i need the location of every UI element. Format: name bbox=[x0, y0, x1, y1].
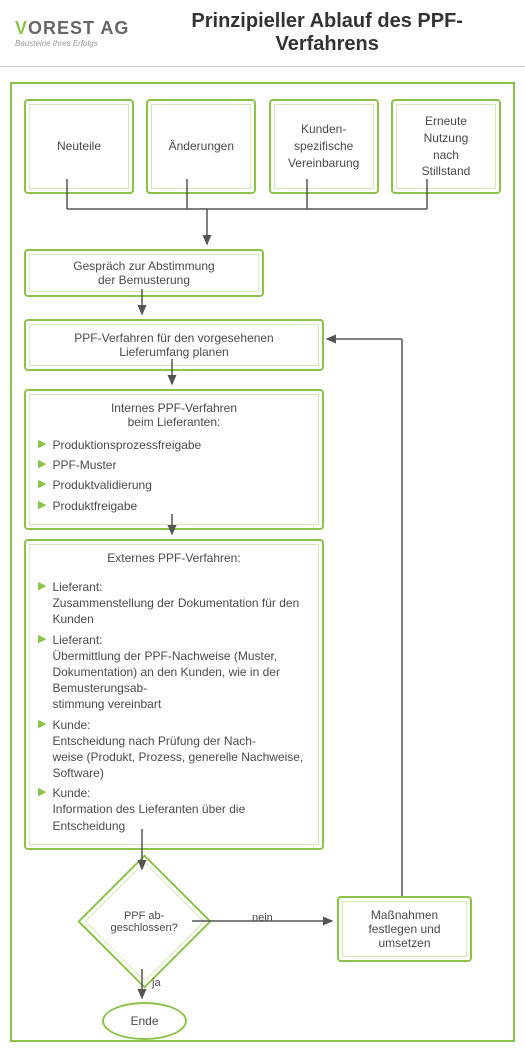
action-box: Maßnahmenfestlegen undumsetzen bbox=[337, 896, 472, 962]
plan-box: PPF-Verfahren für den vorgesehenenLiefer… bbox=[24, 319, 324, 371]
logo-sub: Bausteine Ihres Erfolgs bbox=[15, 39, 129, 48]
list-item: ▶Kunde:Entscheidung nach Prüfung der Nac… bbox=[38, 717, 310, 782]
trigger-box: ErneuteNutzungnachStillstand bbox=[391, 99, 501, 194]
logo-main: VOREST AG bbox=[15, 18, 129, 39]
logo: VOREST AG Bausteine Ihres Erfolgs bbox=[15, 18, 129, 48]
header: VOREST AG Bausteine Ihres Erfolgs Prinzi… bbox=[0, 0, 525, 67]
internal-box: Internes PPF-Verfahrenbeim Lieferanten: … bbox=[24, 389, 324, 530]
meeting-box: Gespräch zur Abstimmungder Bemusterung bbox=[24, 249, 264, 297]
external-title: Externes PPF-Verfahren: bbox=[38, 551, 310, 565]
trigger-box: Kunden-spezifischeVereinbarung bbox=[269, 99, 379, 194]
list-item: ▶Lieferant:Übermittlung der PPF-Nachweis… bbox=[38, 632, 310, 713]
internal-title: Internes PPF-Verfahrenbeim Lieferanten: bbox=[38, 401, 310, 429]
trigger-box: Neuteile bbox=[24, 99, 134, 194]
list-item: ▶Lieferant:Zusammenstellung der Dokument… bbox=[38, 579, 310, 628]
trigger-row: Neuteile Änderungen Kunden-spezifischeVe… bbox=[24, 99, 501, 194]
list-item: ▶Produktfreigabe bbox=[38, 498, 310, 514]
list-item: ▶Produktvalidierung bbox=[38, 477, 310, 493]
flowchart-container: Neuteile Änderungen Kunden-spezifischeVe… bbox=[10, 82, 515, 1042]
decision-diamond: PPF ab-geschlossen? bbox=[77, 854, 211, 988]
external-box: Externes PPF-Verfahren: ▶Lieferant:Zusam… bbox=[24, 539, 324, 850]
list-item: ▶Kunde:Information des Lieferanten über … bbox=[38, 785, 310, 834]
list-item: ▶PPF-Muster bbox=[38, 457, 310, 473]
list-item: ▶Produktionsprozessfreigabe bbox=[38, 437, 310, 453]
end-node: Ende bbox=[102, 1002, 187, 1040]
yes-label: ja bbox=[152, 977, 161, 989]
trigger-box: Änderungen bbox=[146, 99, 256, 194]
page-title: Prinzipieller Ablauf des PPF-Verfahrens bbox=[144, 10, 510, 56]
no-label: nein bbox=[252, 912, 273, 924]
